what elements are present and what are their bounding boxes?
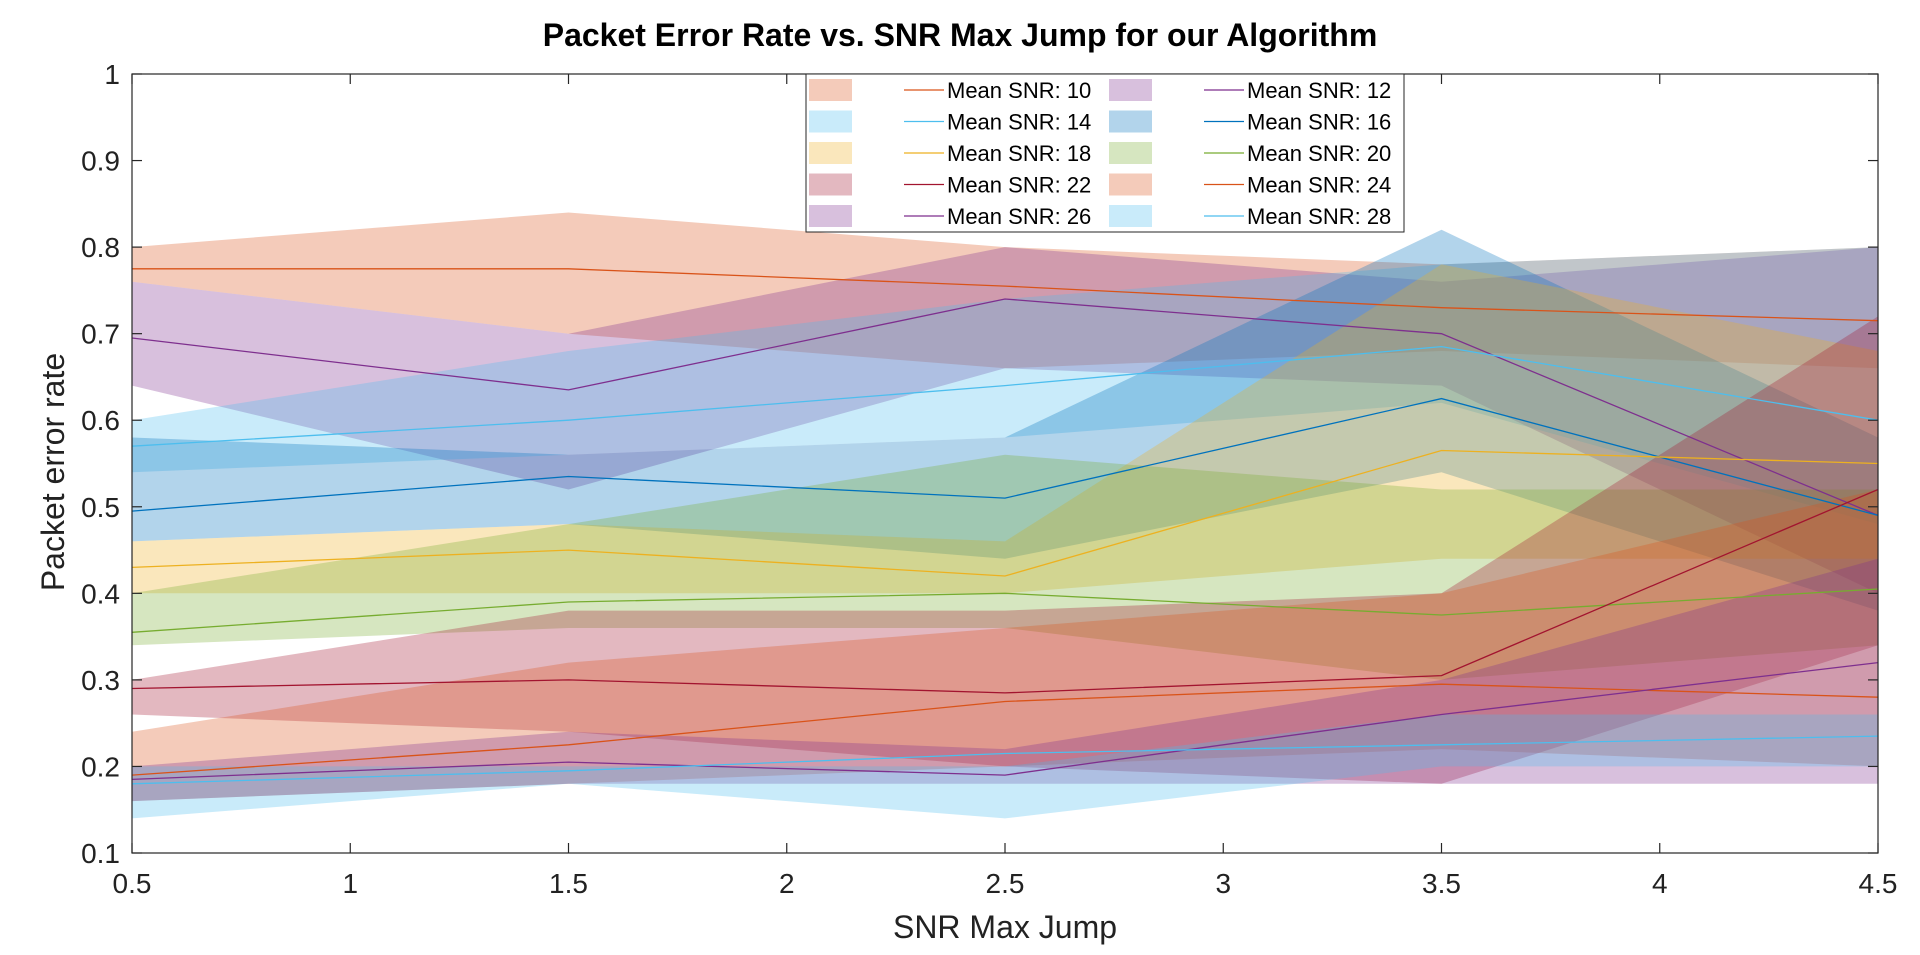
legend-swatch (809, 79, 852, 101)
line-series-7 (131, 488, 1879, 694)
legend-label: Mean SNR: 20 (1247, 141, 1391, 166)
legend-label: Mean SNR: 12 (1247, 78, 1391, 103)
y-tick-label: 0.3 (81, 665, 120, 696)
band-series-7 (132, 316, 1878, 784)
legend-swatch (809, 142, 852, 164)
y-tick-label: 0.6 (81, 405, 120, 436)
legend-swatch (1109, 205, 1152, 227)
legend-swatch (1109, 110, 1152, 133)
band-series-1 (132, 212, 1878, 369)
y-tick-label: 0.1 (81, 838, 120, 869)
band-series-8 (132, 489, 1878, 802)
y-axis-ticks: 0.1 0.2 0.3 0.4 0.5 0.6 0.7 0.8 0.9 1 (81, 59, 1878, 869)
legend-label: Mean SNR: 10 (947, 78, 1091, 103)
line-series-4 (131, 397, 1879, 517)
band-series-6 (132, 454, 1878, 680)
chart-title: Packet Error Rate vs. SNR Max Jump for o… (543, 17, 1378, 53)
line-series-6 (131, 588, 1879, 633)
y-tick-label: 0.7 (81, 319, 120, 350)
mean-lines (131, 268, 1879, 785)
x-tick-label: 4.5 (1859, 868, 1898, 899)
legend-label: Mean SNR: 18 (947, 141, 1091, 166)
line-series-3 (131, 345, 1879, 447)
y-tick-label: 0.9 (81, 146, 120, 177)
x-tick-label: 1.5 (549, 868, 588, 899)
y-tick-label: 0.8 (81, 232, 120, 263)
x-tick-label: 1 (342, 868, 358, 899)
legend-swatch (1109, 79, 1152, 101)
legend-label: Mean SNR: 22 (947, 173, 1091, 198)
legend-swatch (809, 205, 852, 227)
line-series-5 (131, 449, 1879, 577)
line-series-8 (131, 683, 1879, 776)
legend-swatch (809, 173, 852, 196)
line-series-1 (132, 268, 1879, 322)
line-series-2 (131, 298, 1879, 517)
legend-label: Mean SNR: 26 (947, 204, 1091, 229)
legend-swatch (809, 110, 852, 133)
x-axis-label: SNR Max Jump (893, 909, 1117, 945)
y-tick-label: 0.5 (81, 492, 120, 523)
y-tick-label: 0.2 (81, 751, 120, 782)
legend-label: Mean SNR: 28 (1247, 204, 1391, 229)
legend-label: Mean SNR: 14 (947, 110, 1091, 135)
legend-swatch (1109, 142, 1152, 164)
y-tick-label: 0.4 (81, 578, 120, 609)
x-tick-label: 4 (1652, 868, 1668, 899)
x-tick-label: 3.5 (1422, 868, 1461, 899)
x-tick-label: 0.5 (113, 868, 152, 899)
x-tick-label: 3 (1215, 868, 1231, 899)
x-tick-label: 2 (779, 868, 795, 899)
x-axis-ticks: 0.5 1 1.5 2 2.5 3 3.5 4 4.5 (113, 74, 1898, 899)
line-series-9 (131, 661, 1879, 781)
line-series-10 (131, 735, 1879, 785)
x-tick-label: 2.5 (986, 868, 1025, 899)
band-series-9 (132, 558, 1878, 802)
band-series-10 (132, 714, 1878, 819)
y-axis-label: Packet error rate (35, 353, 71, 591)
legend-label: Mean SNR: 24 (1247, 173, 1391, 198)
band-series-4 (132, 229, 1878, 611)
legend-swatch (1109, 173, 1152, 196)
confidence-bands (132, 212, 1878, 819)
y-tick-label: 1 (104, 59, 120, 90)
legend-label: Mean SNR: 16 (1247, 110, 1391, 135)
legend: Mean SNR: 10 Mean SNR: 12 Mean SNR: 14 Mean… (805, 73, 1405, 233)
